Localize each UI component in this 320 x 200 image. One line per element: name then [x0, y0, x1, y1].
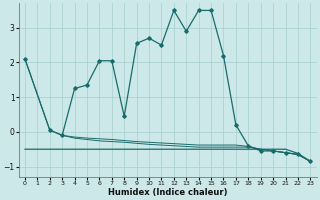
X-axis label: Humidex (Indice chaleur): Humidex (Indice chaleur): [108, 188, 228, 197]
